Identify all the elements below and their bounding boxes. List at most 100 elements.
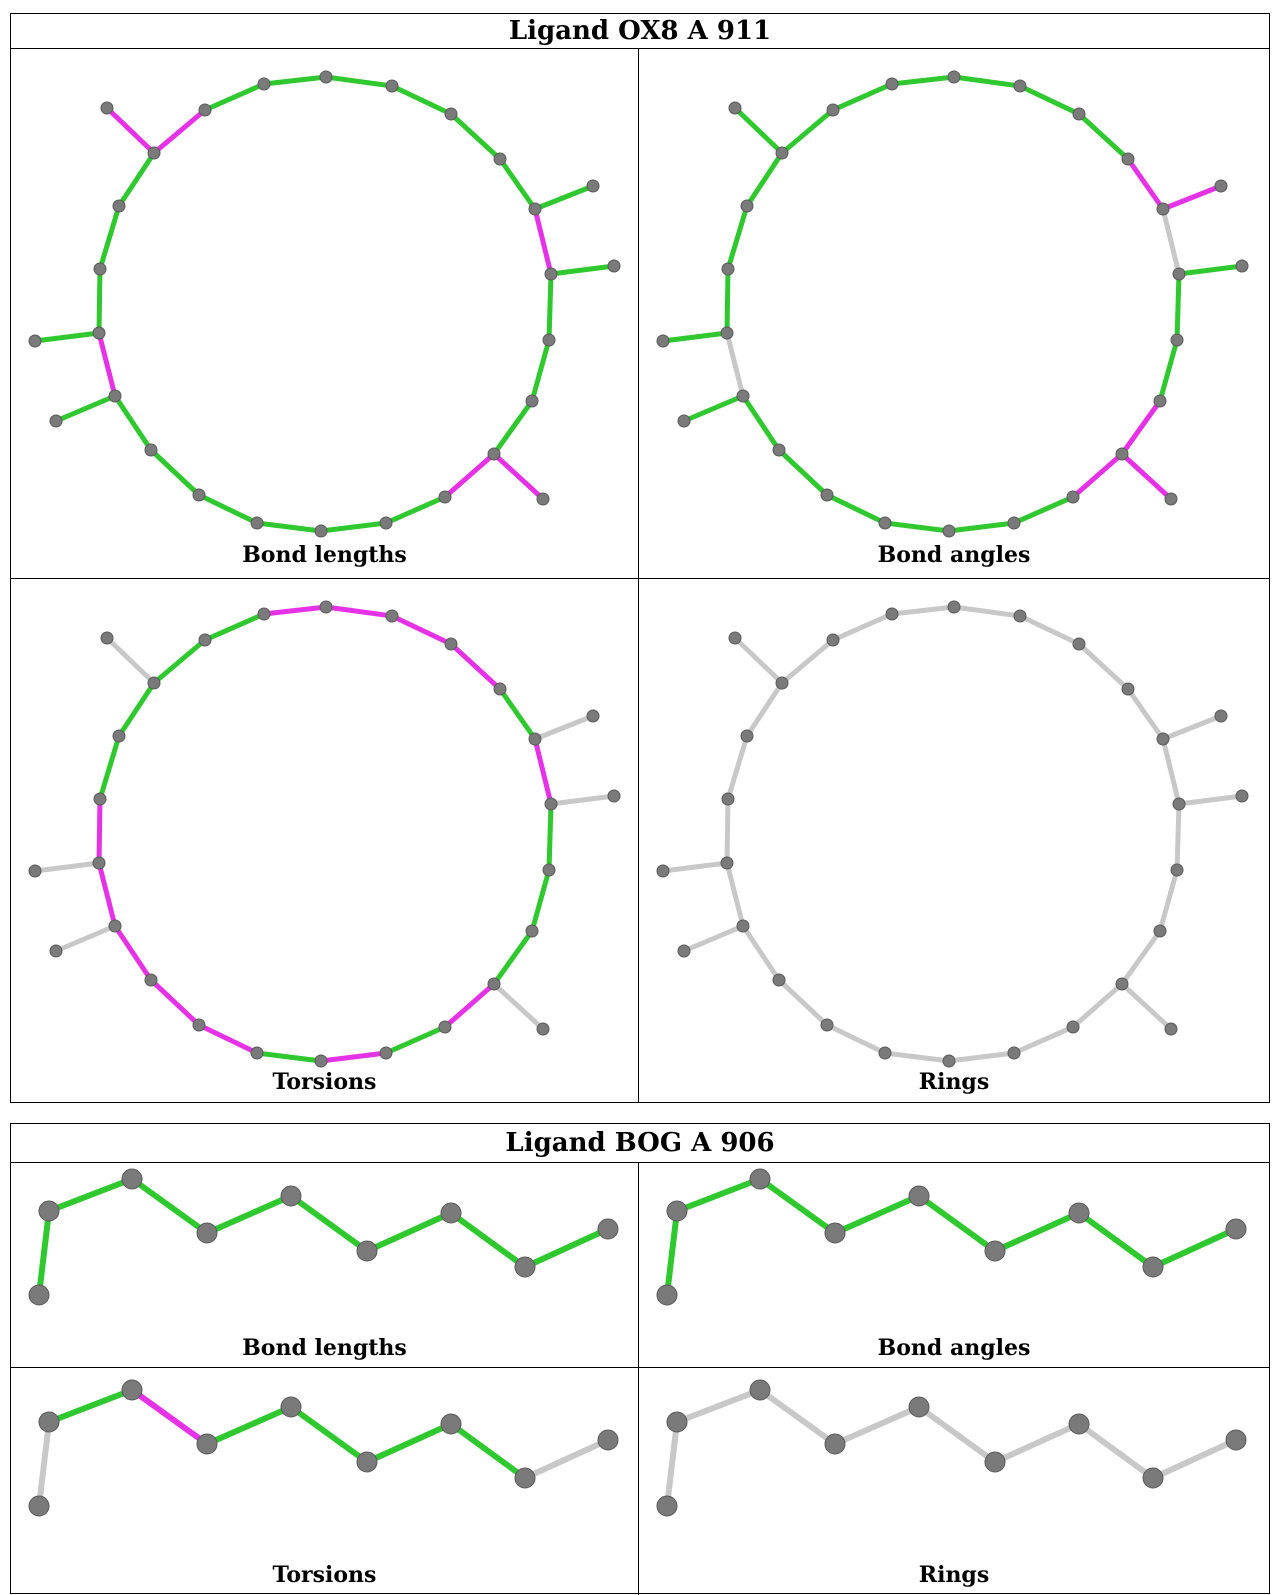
- bond-ok: [779, 107, 836, 156]
- bond-flagged: [104, 105, 157, 156]
- molecule-drawing: [656, 1379, 1247, 1517]
- bond-flagged: [1160, 183, 1224, 212]
- atom: [379, 1046, 393, 1060]
- atom: [528, 202, 542, 216]
- atom: [112, 729, 126, 743]
- molecule-drawing: [28, 70, 621, 538]
- atom: [1142, 1467, 1164, 1489]
- atom: [1153, 924, 1167, 938]
- bond-ok: [824, 492, 888, 526]
- atom: [984, 1451, 1006, 1473]
- bond-unassessed: [1125, 686, 1166, 742]
- atom: [1066, 1020, 1080, 1034]
- bond-unassessed: [532, 713, 596, 742]
- atom: [121, 1168, 143, 1190]
- bond-ok: [288, 1404, 370, 1465]
- bond-ok: [889, 74, 957, 87]
- bond-unassessed: [724, 796, 731, 866]
- atom: [1214, 709, 1228, 723]
- atom: [250, 1046, 264, 1060]
- panel-bond-angles: Bond angles: [639, 1163, 1269, 1367]
- panel-label: Torsions: [272, 1562, 377, 1588]
- atom: [1013, 609, 1027, 623]
- atom: [379, 516, 393, 530]
- atom: [536, 492, 550, 506]
- panel-bond-lengths: Bond lengths: [11, 49, 638, 578]
- bond-ok: [1174, 271, 1182, 343]
- bond-ok: [732, 105, 785, 156]
- bond-flagged: [148, 977, 202, 1028]
- atom: [677, 414, 691, 428]
- bond-ok: [383, 1024, 448, 1056]
- bond-flagged: [1125, 156, 1166, 212]
- bond-unassessed: [1160, 713, 1224, 742]
- bond-ok: [254, 1050, 324, 1064]
- atom: [198, 103, 212, 117]
- bond-unassessed: [1157, 867, 1180, 934]
- bond-unassessed: [681, 923, 746, 954]
- panel-label: Bond angles: [877, 1335, 1031, 1361]
- atom: [92, 856, 106, 870]
- bond-unassessed: [1176, 793, 1245, 807]
- bond-unassessed: [32, 860, 102, 874]
- bond-unassessed: [946, 1050, 1017, 1064]
- atom: [1066, 490, 1080, 504]
- bond-ok: [1076, 111, 1131, 162]
- bond-unassessed: [732, 635, 785, 686]
- bond-ok: [1076, 1210, 1156, 1270]
- atom: [28, 1284, 50, 1306]
- bond-ok: [196, 492, 260, 526]
- atom: [1235, 259, 1249, 273]
- atom: [100, 101, 114, 115]
- bond-ok: [383, 494, 448, 526]
- panel-label: Rings: [918, 1562, 990, 1588]
- bond-flagged: [1070, 451, 1125, 500]
- bond-unassessed: [522, 1437, 611, 1481]
- bond-unassessed: [1076, 1421, 1156, 1481]
- atom: [487, 447, 501, 461]
- bond-ok: [725, 203, 750, 272]
- bond-ok: [148, 447, 202, 498]
- atom: [1156, 732, 1170, 746]
- bond-ok: [129, 1176, 210, 1236]
- bond-ok: [202, 611, 267, 643]
- bond-flagged: [448, 641, 503, 692]
- panel-label: Bond lengths: [242, 542, 407, 568]
- bond-unassessed: [916, 1404, 998, 1465]
- atom: [749, 1379, 771, 1401]
- atom: [878, 1046, 892, 1060]
- atom: [772, 973, 786, 987]
- bond-ok: [46, 1387, 135, 1425]
- bond-unassessed: [832, 1404, 922, 1447]
- bond-unassessed: [1011, 1024, 1076, 1056]
- bond-ok: [546, 271, 554, 343]
- atom: [1068, 1413, 1090, 1435]
- bond-ok: [548, 263, 617, 277]
- atom: [438, 1020, 452, 1034]
- bond-unassessed: [779, 637, 836, 686]
- atom: [444, 637, 458, 651]
- atom: [1170, 333, 1184, 347]
- atom: [826, 633, 840, 647]
- bond-ok: [448, 1210, 528, 1270]
- atom: [736, 389, 750, 403]
- atom: [319, 600, 333, 614]
- atom: [775, 146, 789, 160]
- bond-ok: [204, 1404, 294, 1447]
- atom: [908, 1396, 930, 1418]
- bond-ok: [318, 520, 389, 534]
- bond-ok: [116, 150, 157, 209]
- atom: [1170, 863, 1184, 877]
- bond-ok: [32, 330, 102, 344]
- bond-unassessed: [992, 1421, 1082, 1465]
- atom: [1013, 79, 1027, 93]
- bond-flagged: [96, 860, 118, 929]
- bond-unassessed: [951, 604, 1023, 619]
- atom: [1068, 1202, 1090, 1224]
- molecule-drawing: [28, 1168, 619, 1306]
- atom: [514, 1467, 536, 1489]
- atom: [528, 732, 542, 746]
- atom: [93, 792, 107, 806]
- bond-unassessed: [724, 330, 746, 399]
- ligand-title: Ligand BOG A 906: [11, 1124, 1269, 1163]
